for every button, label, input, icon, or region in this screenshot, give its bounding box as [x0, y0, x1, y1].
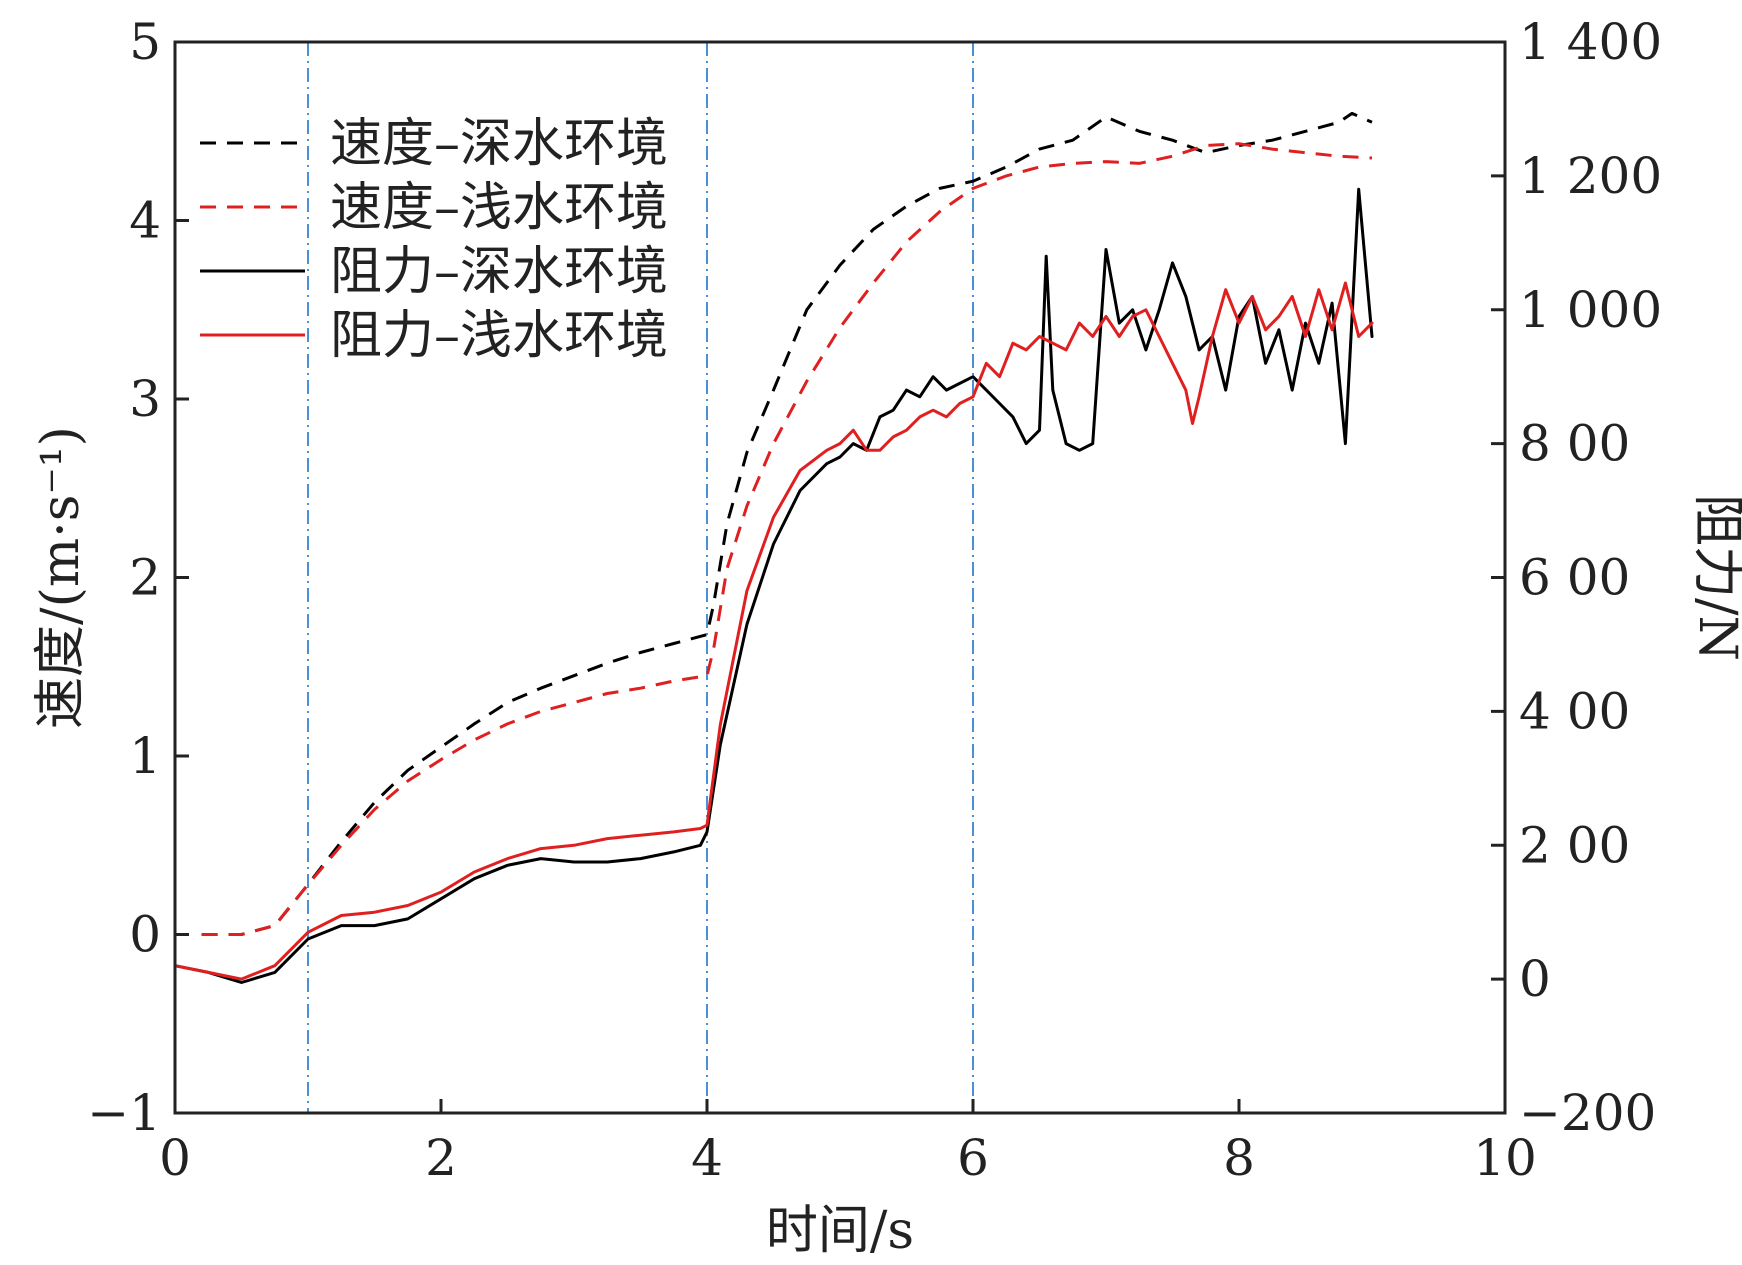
x-tick-label: 6 [957, 1129, 989, 1187]
series-line-4 [173, 281, 1374, 981]
y-right-tick-label: 1 000 [1519, 281, 1662, 339]
y-left-tick-label: −1 [87, 1084, 161, 1142]
y-left-tick-label: 1 [129, 727, 161, 785]
y-right-axis-title: 阻力/N [1687, 494, 1742, 661]
x-tick-label: 0 [159, 1129, 191, 1187]
x-tick-label: 2 [425, 1129, 457, 1187]
legend-label-2: 速度–浅水环境 [330, 178, 668, 238]
y-left-tick-label: 4 [129, 192, 161, 250]
x-tick-label: 4 [691, 1129, 723, 1187]
y-left-tick-label: 2 [129, 549, 161, 607]
series-line-3 [173, 187, 1374, 984]
x-axis-title: 时间/s [766, 1201, 914, 1261]
y-right-tick-label: −200 [1519, 1084, 1656, 1142]
y-right-tick-label: 1 200 [1519, 147, 1662, 205]
x-tick-label: 8 [1223, 1129, 1255, 1187]
legend-label-4: 阻力–浅水环境 [330, 306, 668, 366]
y-right-tick-label: 2 00 [1519, 816, 1630, 874]
y-left-tick-label: 0 [129, 906, 161, 964]
y-right-tick-label: 4 00 [1519, 682, 1630, 740]
legend-label-1: 速度–深水环境 [330, 114, 668, 174]
legend-label-3: 阻力–深水环境 [330, 242, 668, 302]
y-right-tick-label: 6 00 [1519, 549, 1630, 607]
series-lines [173, 111, 1374, 984]
y-left-tick-label: 3 [129, 370, 161, 428]
reference-lines [307, 42, 974, 1113]
y-right-tick-label: 8 00 [1519, 415, 1630, 473]
y-left-axis-title: 速度/(m·s⁻¹) [31, 426, 91, 729]
y-left-tick-label: 5 [129, 13, 161, 71]
y-right-tick-label: 1 400 [1519, 13, 1662, 71]
y-right-tick-label: 0 [1519, 950, 1551, 1008]
x-tick-label: 10 [1473, 1129, 1537, 1187]
series-line-2 [201, 142, 1373, 936]
